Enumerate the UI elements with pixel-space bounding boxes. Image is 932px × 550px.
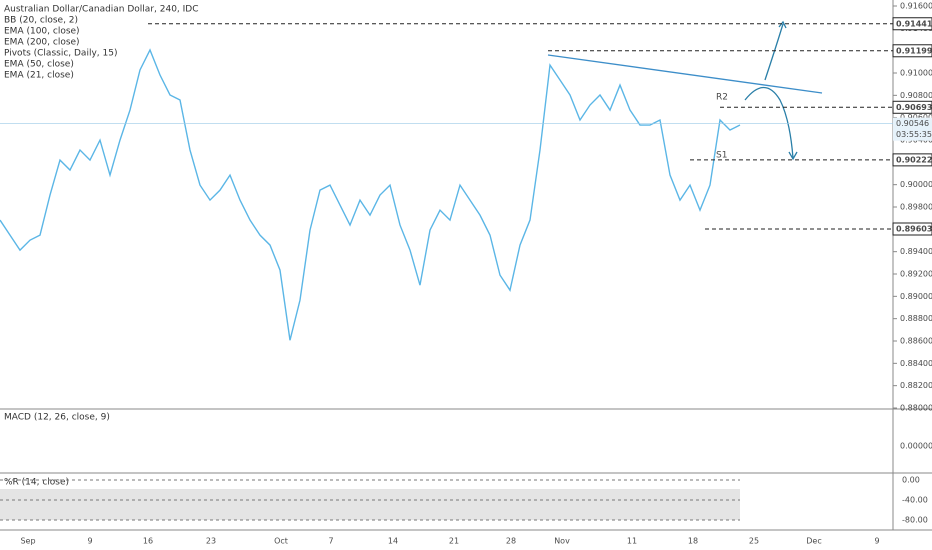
- x-tick-label: 14: [388, 537, 398, 546]
- y-tick-label: 0.90800: [900, 91, 932, 100]
- countdown: 03:55:35: [896, 130, 932, 139]
- arrow-head: [778, 20, 787, 29]
- level-label: 0.90222: [896, 155, 932, 164]
- last-price-label: 0.90546: [896, 119, 929, 128]
- x-tick-label: Oct: [274, 537, 288, 546]
- y-tick-label: 0.89000: [900, 292, 932, 301]
- y-tick-label: 0.91600: [900, 2, 932, 11]
- level-label: 0.90693: [896, 103, 932, 112]
- x-tick-label: Dec: [806, 537, 821, 546]
- y-tick-label: 0.88000: [900, 404, 932, 413]
- level-label: 0.91441: [896, 19, 932, 28]
- x-tick-label: 7: [328, 537, 333, 546]
- x-tick-label: 16: [143, 537, 153, 546]
- indicator-legend: EMA (50, close): [4, 60, 74, 70]
- level-tag: [892, 153, 932, 167]
- arrow-down: [744, 86, 794, 159]
- indicator-legend: BB (20, close, 2): [4, 16, 78, 26]
- y-tick-label: 0.89200: [900, 270, 932, 279]
- x-tick-label: 21: [449, 537, 459, 546]
- x-tick-label: 28: [506, 537, 516, 546]
- x-tick-label: 25: [749, 537, 759, 546]
- level-tag: [892, 17, 932, 31]
- indicator-legend: EMA (21, close): [4, 71, 74, 81]
- macd-tick-label: 0.00000: [900, 442, 932, 451]
- x-tick-label: 11: [627, 537, 637, 546]
- level-tag: [892, 44, 932, 58]
- level-tag: [892, 100, 932, 114]
- y-tick-label: 0.88800: [900, 314, 932, 323]
- title: Australian Dollar/Canadian Dollar, 240, …: [4, 5, 199, 15]
- level-label: 0.91199: [896, 46, 932, 55]
- r-band: [0, 489, 740, 520]
- r-tick-label: 0.00: [902, 476, 920, 485]
- arrow-head: [788, 151, 798, 161]
- pivot-label: S1: [716, 151, 727, 161]
- r-title: %R (14, close): [4, 478, 69, 488]
- y-tick-label: 0.88600: [900, 337, 932, 346]
- x-tick-label: 18: [688, 537, 698, 546]
- indicator-legend: EMA (100, close): [4, 27, 80, 37]
- y-tick-label: 0.89800: [900, 203, 932, 212]
- price-line: [0, 48, 741, 341]
- macd-title: MACD (12, 26, close, 9): [4, 413, 110, 423]
- r-tick-label: -40.00: [902, 496, 928, 505]
- y-tick-label: 0.90600: [900, 113, 932, 122]
- x-tick-label: Sep: [20, 537, 35, 546]
- y-tick-label: 0.88200: [900, 381, 932, 390]
- y-tick-label: 0.88400: [900, 359, 932, 368]
- r-tick-label: -80.00: [902, 516, 928, 525]
- level-tag: [892, 222, 932, 236]
- x-tick-label: Nov: [554, 537, 570, 546]
- indicator-legend: EMA (200, close): [4, 38, 80, 48]
- pivot-label: R2: [716, 93, 728, 103]
- indicator-legend: Pivots (Classic, Daily, 15): [4, 49, 117, 59]
- x-tick-label: 9: [874, 537, 879, 546]
- last-price-tag: [893, 117, 932, 141]
- y-tick-label: 0.91000: [900, 69, 932, 78]
- level-label: 0.89603: [896, 224, 932, 233]
- x-tick-label: 9: [87, 537, 92, 546]
- trend-line: [547, 54, 823, 94]
- x-tick-label: 23: [206, 537, 216, 546]
- y-tick-label: 0.89400: [900, 247, 932, 256]
- y-tick-label: 0.90000: [900, 180, 932, 189]
